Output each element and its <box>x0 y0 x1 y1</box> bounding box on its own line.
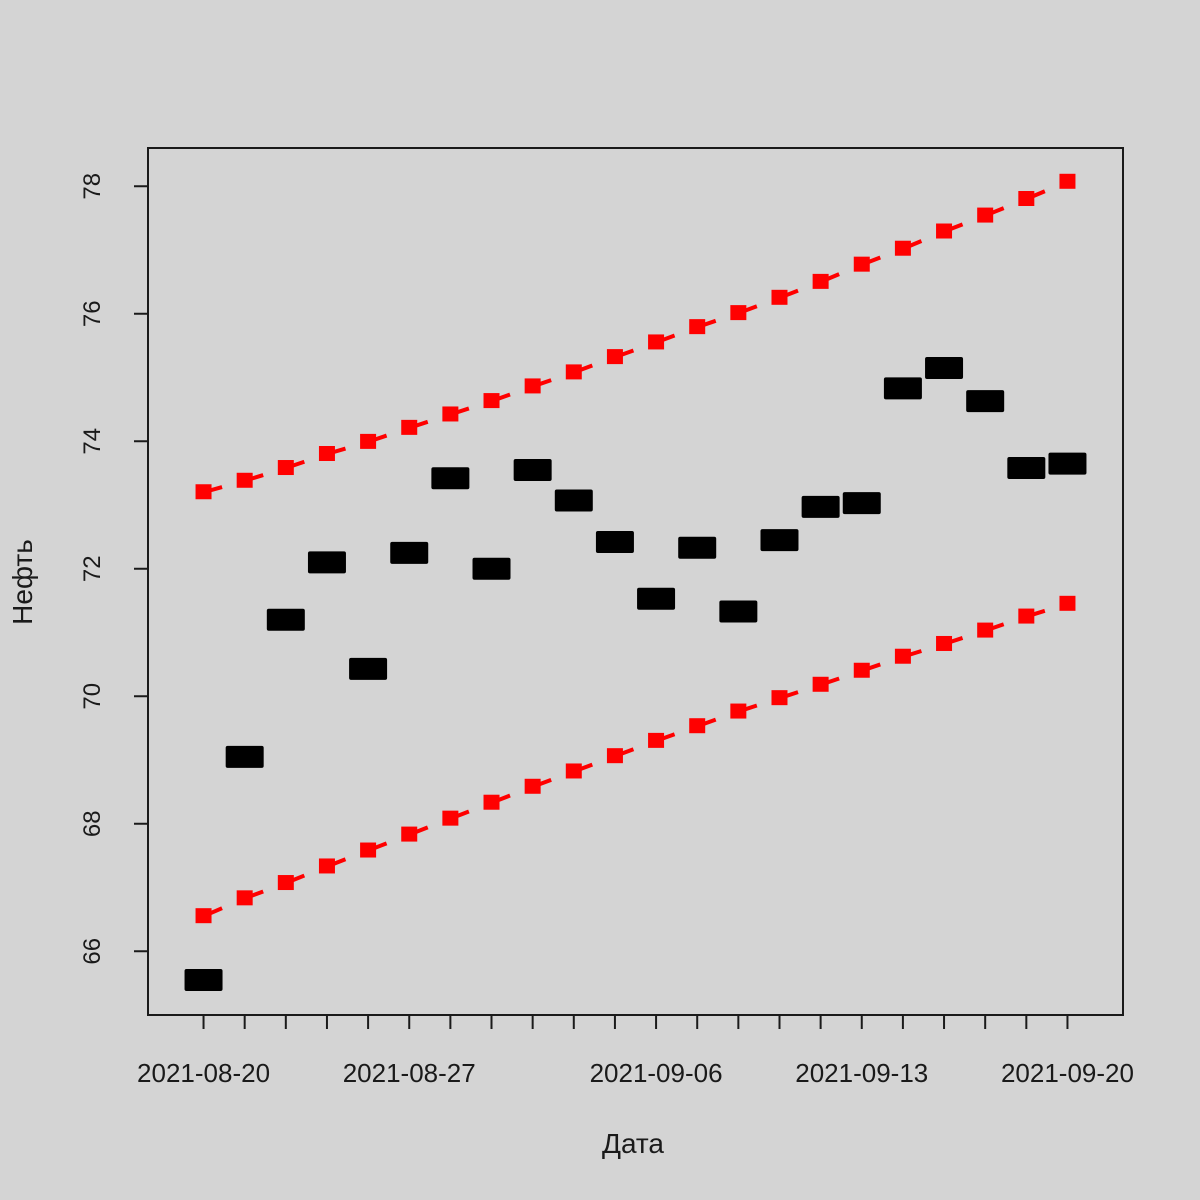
data-point <box>431 467 470 490</box>
series-upper <box>195 173 1076 500</box>
data-point <box>565 763 582 779</box>
data-point <box>472 557 511 580</box>
data-point <box>1007 457 1046 480</box>
data-point <box>1059 173 1076 189</box>
data-point <box>483 794 500 810</box>
data-point <box>524 778 541 794</box>
data-point <box>760 529 799 552</box>
data-point <box>1018 608 1035 624</box>
y-axis: 66 68 70 72 74 76 78 <box>79 173 148 965</box>
data-point <box>554 489 593 512</box>
data-point <box>442 406 459 422</box>
data-point <box>360 433 377 449</box>
data-point <box>565 364 582 380</box>
data-point <box>771 690 788 706</box>
data-point <box>318 858 335 874</box>
data-point <box>689 718 706 734</box>
data-point <box>812 273 829 289</box>
data-point <box>678 536 717 559</box>
data-point <box>648 334 665 350</box>
data-point <box>812 676 829 692</box>
data-point <box>595 530 634 553</box>
x-tick-label: 2021-08-27 <box>343 1058 476 1088</box>
data-point <box>936 635 953 651</box>
data-point <box>883 377 922 400</box>
data-point <box>483 393 500 409</box>
data-point <box>801 495 840 518</box>
data-point <box>236 472 253 488</box>
plot-frame <box>147 147 1124 1016</box>
data-point <box>318 446 335 461</box>
data-point <box>730 305 747 321</box>
y-axis-title: Нефть <box>7 539 38 625</box>
y-tick-label: 76 <box>79 300 106 327</box>
series-layer <box>184 173 1087 991</box>
data-point <box>689 319 706 335</box>
data-point <box>236 890 253 906</box>
data-point <box>977 207 994 223</box>
y-tick-label: 74 <box>79 428 106 455</box>
data-point <box>442 810 459 826</box>
data-point <box>195 484 212 500</box>
data-point <box>1018 191 1035 206</box>
y-tick-label: 66 <box>79 938 106 965</box>
data-point <box>771 289 788 305</box>
series-lower <box>195 595 1076 924</box>
data-point <box>936 223 953 239</box>
data-point <box>1059 595 1076 611</box>
data-point <box>719 600 758 623</box>
data-point <box>894 648 911 664</box>
x-tick-label: 2021-09-06 <box>590 1058 723 1088</box>
data-point <box>401 419 418 435</box>
x-tick-label: 2021-09-13 <box>795 1058 928 1088</box>
data-point <box>966 390 1005 413</box>
data-point <box>853 662 870 678</box>
x-tick-label: 2021-09-20 <box>1001 1058 1134 1088</box>
data-point <box>307 551 346 574</box>
data-point <box>524 378 541 394</box>
data-point <box>1048 452 1087 475</box>
data-point <box>853 256 870 272</box>
data-point <box>360 842 377 858</box>
data-point <box>977 622 994 638</box>
data-point <box>401 826 418 842</box>
x-axis-title: Дата <box>602 1128 664 1159</box>
y-tick-label: 72 <box>79 555 106 582</box>
data-point <box>513 458 552 481</box>
data-point <box>842 492 881 515</box>
data-point <box>184 968 223 991</box>
data-point <box>637 587 676 610</box>
data-point <box>606 748 623 764</box>
series-actual <box>184 356 1087 991</box>
data-point <box>349 657 388 680</box>
data-point <box>195 908 212 924</box>
data-point <box>277 460 294 476</box>
data-point <box>277 875 294 891</box>
data-point <box>894 240 911 256</box>
y-tick-label: 78 <box>79 173 106 200</box>
data-point <box>266 608 305 631</box>
data-point <box>606 349 623 365</box>
y-tick-label: 68 <box>79 810 106 837</box>
data-point <box>225 745 264 768</box>
x-axis: 2021-08-20 2021-08-27 2021-09-06 2021-09-13… <box>137 1015 1134 1088</box>
data-point <box>390 541 429 564</box>
data-point <box>648 732 665 748</box>
y-tick-label: 70 <box>79 683 106 710</box>
data-point <box>730 703 747 719</box>
data-point <box>925 356 964 379</box>
x-tick-label: 2021-08-20 <box>137 1058 270 1088</box>
